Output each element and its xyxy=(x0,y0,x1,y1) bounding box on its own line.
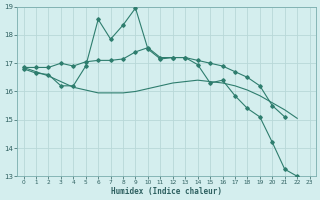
X-axis label: Humidex (Indice chaleur): Humidex (Indice chaleur) xyxy=(111,187,222,196)
